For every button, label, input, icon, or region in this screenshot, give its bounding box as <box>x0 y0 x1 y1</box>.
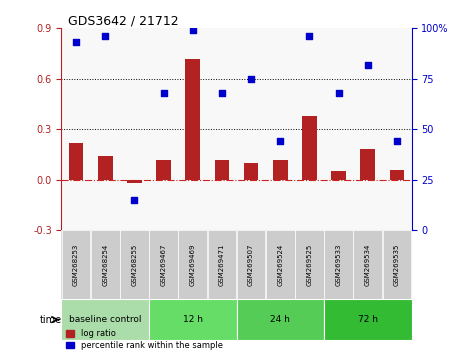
Text: GSM269507: GSM269507 <box>248 244 254 286</box>
FancyBboxPatch shape <box>149 299 236 340</box>
Point <box>335 90 342 96</box>
FancyBboxPatch shape <box>295 230 324 299</box>
Point <box>364 62 372 68</box>
FancyBboxPatch shape <box>237 230 265 299</box>
Text: GSM269534: GSM269534 <box>365 244 371 286</box>
Text: 12 h: 12 h <box>183 315 203 324</box>
FancyBboxPatch shape <box>236 299 324 340</box>
Text: GSM269533: GSM269533 <box>335 244 342 286</box>
Text: GSM269525: GSM269525 <box>307 244 313 286</box>
Point <box>247 76 255 82</box>
Bar <box>302 116 317 180</box>
FancyBboxPatch shape <box>178 230 207 299</box>
Text: GSM269535: GSM269535 <box>394 244 400 286</box>
Bar <box>390 170 404 180</box>
Text: 72 h: 72 h <box>358 315 378 324</box>
Text: GDS3642 / 21712: GDS3642 / 21712 <box>69 14 179 27</box>
Bar <box>331 171 346 180</box>
Text: GSM269471: GSM269471 <box>219 244 225 286</box>
FancyBboxPatch shape <box>91 230 120 299</box>
Point <box>189 28 197 33</box>
Point <box>101 34 109 39</box>
FancyBboxPatch shape <box>149 230 178 299</box>
Bar <box>185 59 200 180</box>
Point <box>160 90 167 96</box>
FancyBboxPatch shape <box>383 230 411 299</box>
Text: GSM269524: GSM269524 <box>277 244 283 286</box>
FancyBboxPatch shape <box>61 299 149 340</box>
Point <box>131 197 138 203</box>
Text: time: time <box>39 315 61 325</box>
Bar <box>156 160 171 180</box>
FancyBboxPatch shape <box>324 230 353 299</box>
Bar <box>244 163 258 180</box>
Text: GSM269469: GSM269469 <box>190 244 196 286</box>
Text: GSM268254: GSM268254 <box>102 244 108 286</box>
Text: baseline control: baseline control <box>69 315 141 324</box>
FancyBboxPatch shape <box>266 230 295 299</box>
Legend: log ratio, percentile rank within the sample: log ratio, percentile rank within the sa… <box>66 329 223 350</box>
Bar <box>360 149 375 180</box>
Point <box>218 90 226 96</box>
Bar <box>127 180 142 183</box>
FancyBboxPatch shape <box>62 230 90 299</box>
FancyBboxPatch shape <box>324 299 412 340</box>
Text: GSM268253: GSM268253 <box>73 244 79 286</box>
Point <box>393 138 401 144</box>
Text: GSM269467: GSM269467 <box>160 244 166 286</box>
Point <box>306 34 313 39</box>
Point <box>276 138 284 144</box>
Bar <box>69 143 83 180</box>
Bar <box>98 156 113 180</box>
FancyBboxPatch shape <box>208 230 236 299</box>
FancyBboxPatch shape <box>353 230 382 299</box>
Text: 24 h: 24 h <box>270 315 290 324</box>
Bar <box>273 160 288 180</box>
Point <box>72 40 80 45</box>
FancyBboxPatch shape <box>120 230 149 299</box>
Bar <box>215 160 229 180</box>
Text: GSM268255: GSM268255 <box>131 244 138 286</box>
